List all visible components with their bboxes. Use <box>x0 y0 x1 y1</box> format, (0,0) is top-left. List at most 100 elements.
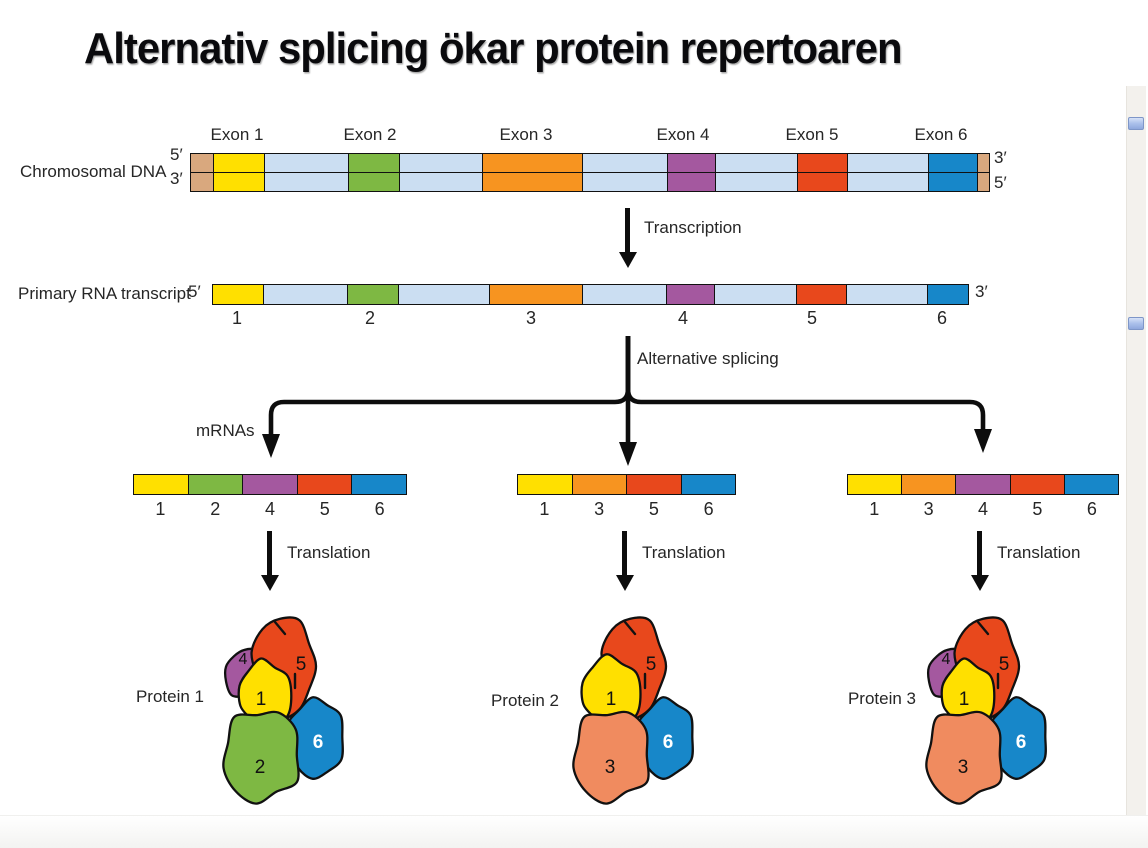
mrna3-exon3-segment <box>901 475 956 494</box>
rna-exon2-segment <box>347 285 398 304</box>
protein1-num-4: 4 <box>239 651 248 668</box>
protein-fold-line <box>273 620 287 636</box>
protein-2-illustration: 5 1 3 6 <box>572 616 694 805</box>
mrna1-number: 2 <box>210 499 221 519</box>
rna-exon-number-2: 2 <box>364 308 376 328</box>
protein1-subunit2-blob <box>222 710 300 805</box>
protein2-num-3: 3 <box>605 757 616 778</box>
scrollbar-button-top[interactable] <box>1128 117 1144 130</box>
mrna-2-bar <box>517 474 736 495</box>
mrna1-exon1-segment <box>134 475 188 494</box>
protein-2-label: Protein 2 <box>490 691 559 710</box>
protein2-num-1: 1 <box>606 689 617 710</box>
protein3-num-1: 1 <box>959 689 970 710</box>
mrna2-exon6-segment <box>680 475 735 494</box>
slide-title: Alternativ splicing ökar protein reperto… <box>84 24 903 73</box>
protein2-num-5: 5 <box>646 654 657 675</box>
scrollbar-track[interactable] <box>1126 86 1146 848</box>
mrna1-exon2-segment <box>187 475 243 494</box>
protein2-num-6: 6 <box>663 732 674 753</box>
mrna3-number: 1 <box>869 499 880 519</box>
protein-1-label: Protein 1 <box>135 687 204 706</box>
exon-label-2: Exon 2 <box>343 125 397 144</box>
rna-intron-segment <box>714 285 796 304</box>
protein3-subunit3-blob <box>925 710 1003 805</box>
mrna1-number: 4 <box>264 499 275 519</box>
rna-3prime: 3′ <box>975 282 988 301</box>
mrna3-exon4-segment <box>955 475 1010 494</box>
protein3-num-3: 3 <box>958 757 969 778</box>
protein1-num-6: 6 <box>313 732 324 753</box>
rna-exon-number-4: 4 <box>677 308 689 328</box>
protein3-num-4: 4 <box>942 651 951 668</box>
rna-intron-segment <box>263 285 347 304</box>
mrna-2-numbers: 1 3 5 6 <box>517 499 736 520</box>
mrna-3-bar <box>847 474 1119 495</box>
exon-label-6: Exon 6 <box>914 125 968 144</box>
mrna3-exon5-segment <box>1009 475 1064 494</box>
scrollbar-button-bottom[interactable] <box>1128 317 1144 330</box>
mrna2-number: 6 <box>703 499 714 519</box>
mrna3-number: 6 <box>1086 499 1097 519</box>
primary-rna-label: Primary RNA transcript <box>18 284 191 303</box>
mrna2-exon5-segment <box>626 475 681 494</box>
mrna3-exon6-segment <box>1063 475 1119 494</box>
mrna3-number: 5 <box>1032 499 1043 519</box>
protein-fold-line <box>976 620 990 636</box>
rna-exon-number-1: 1 <box>231 308 243 328</box>
protein3-num-5: 5 <box>999 654 1010 675</box>
mrna2-number: 1 <box>539 499 550 519</box>
protein-fold-line <box>623 620 637 636</box>
mrna3-number: 3 <box>923 499 934 519</box>
mrna1-number: 6 <box>374 499 385 519</box>
mrna1-number: 1 <box>155 499 166 519</box>
protein-1-illustration: 4 5 1 2 6 <box>222 616 344 805</box>
dna-right-3prime: 3′ <box>994 148 1007 167</box>
mrna3-exon1-segment <box>848 475 902 494</box>
chromosomal-dna-bar <box>190 153 990 192</box>
rna-exon-number-5: 5 <box>806 308 818 328</box>
rna-intron-segment <box>398 285 489 304</box>
exon-label-4: Exon 4 <box>656 125 710 144</box>
dna-left-3prime: 3′ <box>170 169 183 188</box>
rna-5prime: 5′ <box>188 282 201 301</box>
alternative-splicing-label: Alternative splicing <box>637 349 779 368</box>
rna-exon-number-3: 3 <box>525 308 537 328</box>
mrna1-exon5-segment <box>296 475 352 494</box>
chromosomal-dna-label: Chromosomal DNA <box>20 162 167 181</box>
protein-3-label: Protein 3 <box>847 689 916 708</box>
dna-left-5prime: 5′ <box>170 145 183 164</box>
protein1-num-5: 5 <box>296 654 307 675</box>
transcription-arrow <box>625 208 630 253</box>
exon-label-1: Exon 1 <box>210 125 264 144</box>
mrna1-number: 5 <box>319 499 330 519</box>
mrna-1-bar <box>133 474 407 495</box>
rna-exon5-segment <box>796 285 846 304</box>
translation-label-1: Translation <box>287 543 371 562</box>
bottom-gradient <box>0 815 1148 848</box>
translation-arrow-3 <box>977 531 982 576</box>
mrna3-number: 4 <box>978 499 989 519</box>
translation-label-3: Translation <box>997 543 1081 562</box>
protein1-num-1: 1 <box>256 689 267 710</box>
mrna1-exon4-segment <box>242 475 297 494</box>
protein1-num-2: 2 <box>255 757 266 778</box>
rna-intron-segment <box>582 285 666 304</box>
mrna-3-numbers: 1 3 4 5 6 <box>847 499 1119 520</box>
transcription-label: Transcription <box>644 218 742 237</box>
mrna-1-numbers: 1 2 4 5 6 <box>133 499 407 520</box>
protein3-num-6: 6 <box>1016 732 1027 753</box>
rna-exon6-segment <box>927 285 968 304</box>
splicing-branch-arrows <box>262 336 992 466</box>
translation-arrow-2 <box>622 531 627 576</box>
dna-right-5prime: 5′ <box>994 173 1007 192</box>
translation-arrow-1 <box>267 531 272 576</box>
rna-exon1-segment <box>213 285 263 304</box>
protein-3-illustration: 4 5 1 3 6 <box>925 616 1047 805</box>
mrna2-exon3-segment <box>571 475 626 494</box>
mrna2-number: 3 <box>594 499 605 519</box>
rna-exon4-segment <box>666 285 714 304</box>
primary-rna-bar <box>212 284 969 305</box>
exon-label-5: Exon 5 <box>785 125 839 144</box>
